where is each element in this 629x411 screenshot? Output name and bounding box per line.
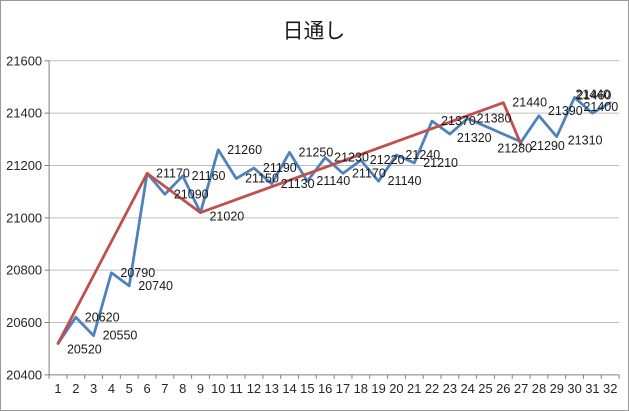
blue-data-label: 21170 — [352, 166, 386, 180]
x-axis-label: 6 — [143, 381, 150, 396]
x-axis-label: 26 — [496, 381, 510, 396]
blue-data-label: 21160 — [192, 169, 226, 183]
x-axis-label: 9 — [197, 381, 204, 396]
x-axis-label: 28 — [532, 381, 546, 396]
blue-data-label: 21190 — [263, 161, 297, 175]
blue-data-label: 21390 — [548, 104, 583, 118]
x-axis-label: 30 — [567, 381, 581, 396]
x-axis-label: 1 — [54, 381, 61, 396]
x-axis-label: 25 — [478, 381, 492, 396]
x-axis-label: 11 — [229, 381, 242, 396]
x-axis-label: 18 — [354, 381, 368, 396]
chart-title: 日通し — [283, 20, 346, 43]
red-data-label: 21440 — [512, 96, 547, 110]
x-axis-label: 27 — [514, 381, 528, 396]
x-axis-label: 16 — [318, 381, 332, 396]
x-axis-label: 12 — [247, 381, 261, 396]
blue-data-label: 21210 — [423, 156, 458, 170]
x-axis-label: 23 — [443, 381, 457, 396]
y-axis-label: 21000 — [6, 210, 42, 225]
x-axis-label: 29 — [550, 381, 564, 396]
blue-data-label: 21140 — [316, 174, 350, 188]
x-axis-label: 10 — [211, 381, 225, 396]
blue-data-label: 21440 — [575, 88, 610, 102]
blue-data-label: 21460 — [577, 88, 612, 102]
blue-data-label: 21380 — [477, 111, 512, 125]
blue-data-label: 20620 — [85, 310, 120, 324]
x-axis-label: 22 — [425, 381, 439, 396]
y-axis-label: 21600 — [6, 53, 42, 68]
red-series-line — [56, 101, 523, 345]
blue-series-line — [56, 96, 612, 345]
x-axis-label: 15 — [300, 381, 314, 396]
x-axis-label: 19 — [371, 381, 385, 396]
x-axis-label: 8 — [179, 381, 186, 396]
x-axis-label: 3 — [90, 381, 97, 396]
x-axis-label: 5 — [126, 381, 133, 396]
x-axis-label: 21 — [407, 381, 421, 396]
blue-data-label: 21320 — [457, 131, 492, 145]
blue-data-label: 21240 — [405, 148, 440, 162]
y-axis-label: 20600 — [6, 315, 42, 330]
blue-data-label: 21370 — [441, 114, 476, 128]
blue-data-label: 20550 — [103, 329, 138, 343]
blue-data-label: 21220 — [370, 153, 405, 167]
y-axis-label: 20400 — [6, 367, 42, 382]
x-axis-label: 24 — [461, 381, 475, 396]
x-axis-label: 13 — [265, 381, 279, 396]
x-axis-label: 2 — [72, 381, 79, 396]
blue-data-label: 21130 — [281, 177, 315, 191]
red-data-label: 21280 — [497, 142, 532, 156]
blue-data-label: 21260 — [227, 143, 262, 157]
blue-data-label: 21150 — [245, 172, 279, 186]
blue-data-label: 20740 — [138, 279, 173, 293]
blue-data-label: 21400 — [583, 100, 618, 114]
blue-data-label: 21250 — [299, 145, 334, 159]
blue-data-label: 21310 — [568, 134, 603, 148]
blue-data-label: 21020 — [209, 210, 244, 224]
x-axis-label: 7 — [161, 381, 168, 396]
blue-data-label: 21090 — [174, 187, 209, 201]
x-axis-label: 31 — [585, 381, 599, 396]
y-axis-label: 21400 — [6, 106, 42, 121]
x-axis-label: 14 — [282, 381, 296, 396]
blue-data-label: 21230 — [334, 151, 369, 165]
y-axis-label: 20800 — [6, 263, 42, 278]
x-axis-label: 32 — [603, 381, 617, 396]
x-axis-label: 17 — [336, 381, 350, 396]
blue-data-label: 21170 — [156, 166, 190, 180]
blue-data-label: 21290 — [530, 139, 565, 153]
blue-data-label: 21140 — [388, 174, 422, 188]
y-axis-label: 21200 — [6, 158, 42, 173]
blue-data-label: 20790 — [120, 266, 155, 280]
x-axis-label: 20 — [389, 381, 403, 396]
x-axis-label: 4 — [108, 381, 115, 396]
blue-data-label: 20520 — [67, 342, 102, 356]
